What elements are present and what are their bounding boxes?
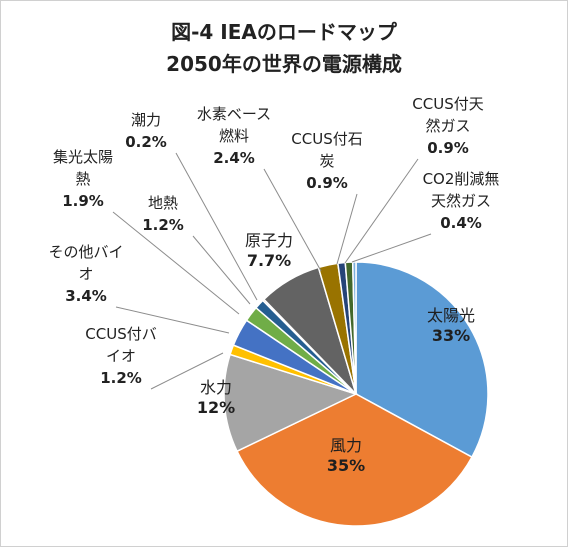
slice-label-name-4: オ — [78, 265, 93, 283]
leader-line-4 — [115, 306, 230, 334]
slice-label-name-5: 集光太陽 — [53, 148, 113, 166]
slice-label-value-11: 0.9% — [427, 139, 469, 157]
leader-line-6 — [192, 235, 251, 305]
slice-label-value-6: 1.2% — [142, 216, 184, 234]
slice-label-name-3: イオ — [106, 347, 136, 365]
slice-label-7: 潮力 0.2% — [125, 111, 167, 151]
slice-label-name-11: CCUS付天 — [412, 95, 483, 113]
leader-line-12 — [351, 233, 432, 263]
leader-line-10 — [336, 193, 358, 265]
slice-label-5: 集光太陽熱 1.9% — [53, 148, 113, 210]
pie-slice-2 — [223, 353, 359, 453]
slice-label-value-4: 3.4% — [65, 287, 107, 305]
slice-label-name-11: 然ガス — [425, 117, 470, 135]
slice-label-name-9: 燃料 — [219, 127, 249, 145]
chart-title-line-2: 2050年の世界の電源構成 — [166, 52, 402, 76]
slice-label-value-0: 33% — [432, 326, 470, 345]
slice-label-4: その他バイオ 3.4% — [48, 243, 123, 305]
slice-label-name-9: 水素ベース — [197, 105, 271, 123]
slice-label-value-7: 0.2% — [125, 133, 167, 151]
chart-title-line-1: 図-4 IEAのロードマップ — [171, 20, 398, 44]
slice-label-9: 水素ベース燃料 2.4% — [197, 105, 271, 167]
slice-label-name-7: 潮力 — [131, 111, 161, 129]
slice-labels: 太陽光 33% 風力 35% 水力 12% CCUS付バイオ 1.2% その他バイオ 3.4% 集光… — [48, 95, 499, 475]
pie-slices — [223, 261, 489, 527]
leader-line-5 — [112, 211, 240, 315]
slice-label-0: 太陽光 33% — [427, 306, 475, 345]
leader-line-7 — [175, 152, 258, 301]
slice-label-6: 地熱 1.2% — [142, 194, 184, 234]
leader-lines — [112, 152, 432, 390]
slice-label-name-10: CCUS付石 — [291, 130, 362, 148]
slice-label-8: 原子力 7.7% — [245, 231, 293, 270]
slice-label-name-0: 太陽光 — [427, 306, 475, 325]
slice-label-name-12: CO2削減無 — [423, 170, 500, 188]
slice-label-name-1: 風力 — [330, 436, 362, 455]
slice-label-3: CCUS付バイオ 1.2% — [85, 325, 156, 387]
slice-label-10: CCUS付石炭 0.9% — [291, 130, 362, 192]
pie-slice-1 — [236, 393, 473, 527]
pie-slice-0 — [355, 261, 489, 459]
slice-label-name-12: 天然ガス — [431, 192, 491, 210]
leader-line-3 — [150, 352, 224, 390]
slice-label-name-8: 原子力 — [245, 231, 293, 250]
slice-label-value-10: 0.9% — [306, 174, 348, 192]
slice-label-name-6: 地熱 — [148, 194, 178, 212]
slice-label-value-9: 2.4% — [213, 149, 255, 167]
leader-line-9 — [263, 168, 322, 272]
slice-label-value-8: 7.7% — [247, 251, 291, 270]
leader-line-11 — [344, 158, 419, 264]
slice-label-value-3: 1.2% — [100, 369, 142, 387]
slice-label-name-10: 炭 — [319, 152, 334, 170]
slice-label-value-1: 35% — [327, 456, 365, 475]
slice-label-11: CCUS付天然ガス 0.9% — [412, 95, 483, 157]
slice-label-value-12: 0.4% — [440, 214, 482, 232]
slice-label-2: 水力 12% — [197, 378, 235, 417]
slice-label-value-5: 1.9% — [62, 192, 104, 210]
slice-label-name-5: 熱 — [75, 170, 90, 188]
slice-label-name-3: CCUS付バ — [85, 325, 156, 343]
slice-label-value-2: 12% — [197, 398, 235, 417]
slice-label-12: CO2削減無天然ガス 0.4% — [423, 170, 500, 232]
slice-label-1: 風力 35% — [327, 436, 365, 475]
slice-label-name-4: その他バイ — [48, 243, 123, 261]
slice-label-name-2: 水力 — [200, 378, 232, 397]
